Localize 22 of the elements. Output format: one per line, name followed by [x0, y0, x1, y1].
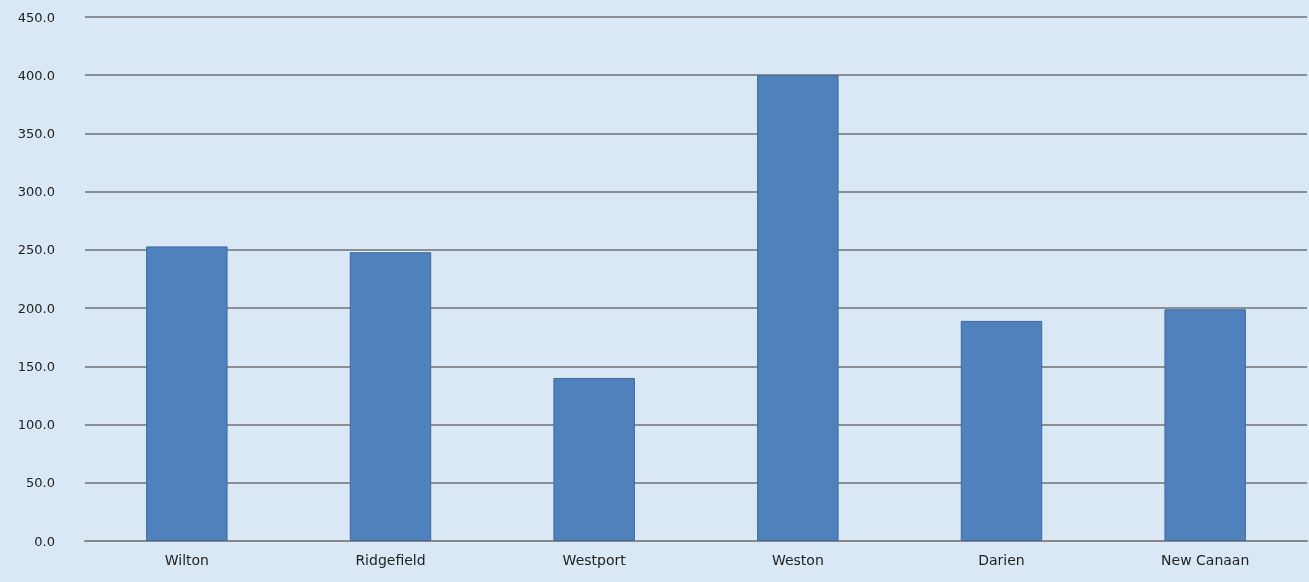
y-tick-label: 200.0	[17, 300, 55, 316]
y-tick-label: 300.0	[17, 184, 55, 200]
x-tick-label: Weston	[771, 552, 824, 568]
bar	[146, 246, 228, 541]
y-tick-label: 100.0	[17, 417, 55, 433]
y-tick-label: 0.0	[34, 533, 55, 549]
bar	[960, 320, 1043, 541]
y-tick-label: 150.0	[17, 358, 55, 374]
y-tick-label: 250.0	[17, 242, 55, 258]
bar	[553, 377, 635, 541]
x-tick-label: New Canaan	[1161, 552, 1250, 568]
bar	[757, 75, 839, 541]
bar	[1164, 309, 1246, 541]
y-tick-label: 50.0	[26, 475, 55, 491]
x-tick-label: Wilton	[164, 552, 209, 568]
y-tick-label: 450.0	[17, 9, 55, 25]
x-tick-label: Darien	[978, 552, 1025, 568]
x-tick-label: Ridgefield	[355, 552, 426, 568]
x-tick-label: Westport	[562, 552, 627, 568]
bar	[349, 252, 432, 541]
y-tick-label: 400.0	[17, 67, 55, 83]
y-tick-label: 350.0	[17, 125, 55, 141]
